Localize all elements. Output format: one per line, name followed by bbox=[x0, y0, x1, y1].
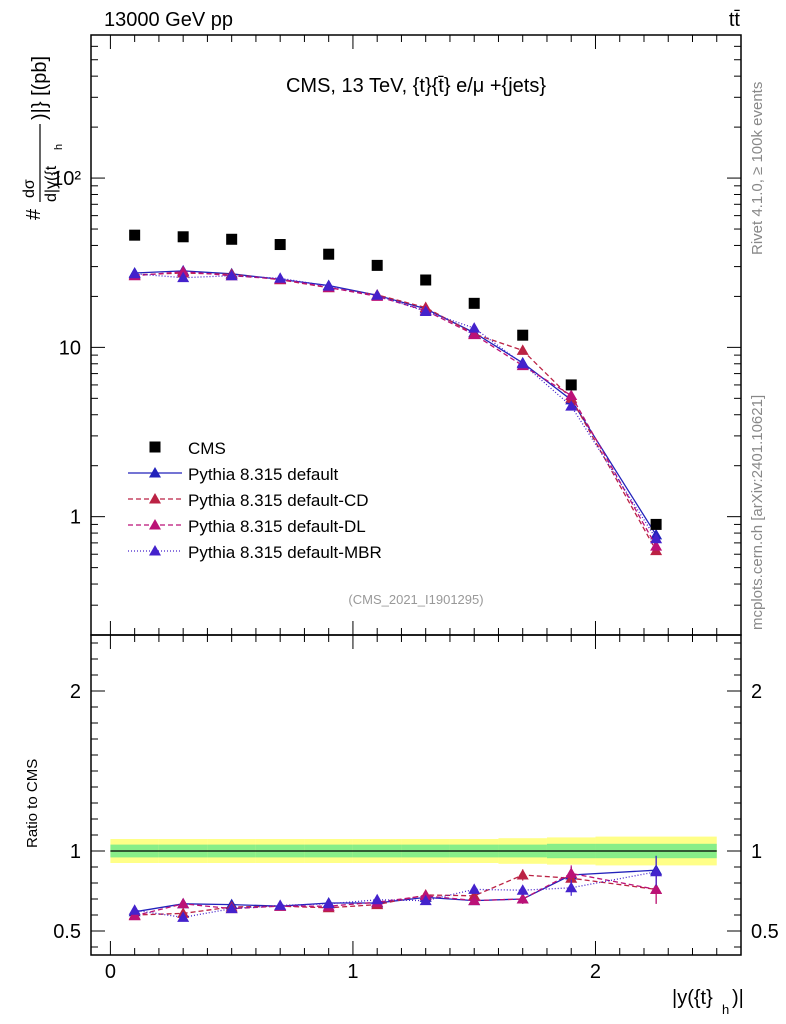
ratio-line bbox=[134, 871, 657, 919]
data-point bbox=[420, 274, 432, 286]
analysis-id: (CMS_2021_I1901295) bbox=[348, 592, 483, 607]
ratio-tick-label-right: 1 bbox=[751, 841, 762, 863]
ratio-point bbox=[468, 894, 481, 906]
x-tick-label: 0 bbox=[105, 961, 116, 983]
series-point bbox=[225, 269, 238, 281]
series-line bbox=[134, 273, 657, 540]
ratio-point bbox=[565, 867, 578, 878]
process-label: 13000 GeV pp bbox=[104, 9, 233, 31]
ratio-point bbox=[177, 911, 190, 922]
ratio-point bbox=[468, 883, 481, 894]
ratio-point bbox=[128, 909, 141, 921]
ratio-line bbox=[134, 869, 657, 913]
data-point bbox=[650, 518, 662, 530]
legend: CMS Pythia 8.315 default Pythia 8.315 defa… bbox=[128, 439, 382, 562]
svg-text:d|y({t: d|y({t bbox=[43, 165, 60, 202]
legend-marker bbox=[149, 493, 161, 504]
ratio-point bbox=[650, 865, 663, 877]
series-point bbox=[322, 280, 335, 291]
main-series bbox=[128, 229, 663, 556]
legend-marker bbox=[149, 467, 161, 478]
ratio-point bbox=[225, 902, 238, 914]
series-point bbox=[274, 272, 287, 283]
series-point bbox=[650, 540, 663, 551]
ratio-point bbox=[565, 881, 578, 893]
ratio-plot-frame bbox=[90, 634, 742, 956]
ratio-axes: 0.5 0.5 1 1 2 2 0 1 2 bbox=[53, 35, 779, 983]
svg-text:|y({t}: |y({t} bbox=[672, 987, 713, 1009]
ratio-point bbox=[650, 883, 663, 894]
legend-label: Pythia 8.315 default-CD bbox=[188, 491, 369, 510]
ratio-point bbox=[128, 904, 141, 915]
data-point bbox=[517, 329, 529, 341]
legend-marker bbox=[149, 545, 161, 556]
rivet-version-label: Rivet 4.1.0, ≥ 100k events bbox=[749, 82, 766, 255]
data-point bbox=[274, 239, 286, 251]
data-point bbox=[323, 248, 335, 260]
data-point bbox=[565, 379, 577, 391]
legend-label: Pythia 8.315 default bbox=[188, 465, 339, 484]
series-point bbox=[468, 328, 481, 340]
legend-marker-data bbox=[149, 441, 161, 453]
svg-text:)|} [(pb]: )|} [(pb] bbox=[29, 56, 51, 120]
ratio-point bbox=[516, 893, 529, 904]
ratio-point bbox=[371, 893, 384, 905]
chart-title: CMS, 13 TeV, {t}{t̄} e/μ +{jets} bbox=[286, 75, 546, 97]
mcplots-url-label: mcplots.cern.ch [arXiv:2401.10621] bbox=[749, 395, 766, 630]
uncertainty-bands bbox=[110, 836, 717, 866]
legend-label: Pythia 8.315 default-DL bbox=[188, 517, 366, 536]
svg-text:dσ: dσ bbox=[21, 179, 38, 198]
ratio-point bbox=[322, 897, 335, 909]
x-axis-label: |y({t} h )| bbox=[672, 987, 744, 1017]
y-tick-label: 1 bbox=[70, 507, 81, 529]
ratio-point bbox=[516, 884, 529, 895]
ratio-tick-label-right: 0.5 bbox=[751, 921, 779, 943]
legend-marker bbox=[149, 519, 161, 530]
series-point bbox=[468, 322, 481, 333]
ratio-point bbox=[516, 869, 529, 880]
ratio-line bbox=[134, 874, 657, 916]
series-point bbox=[516, 344, 529, 355]
ratio-point bbox=[274, 899, 287, 910]
series-point bbox=[177, 271, 190, 283]
series-point bbox=[650, 532, 663, 544]
y-axis-label: # dσ d|y({t h )|} [(pb] bbox=[21, 56, 65, 220]
svg-text:h: h bbox=[53, 144, 65, 150]
ratio-point bbox=[177, 897, 190, 909]
series-point bbox=[419, 305, 432, 316]
x-tick-label: 1 bbox=[347, 961, 358, 983]
ratio-tick-label-right: 2 bbox=[751, 681, 762, 703]
data-point bbox=[129, 229, 141, 241]
data-point bbox=[371, 259, 383, 271]
svg-text:#: # bbox=[23, 208, 45, 220]
ratio-tick-label: 2 bbox=[70, 681, 81, 703]
data-point bbox=[226, 233, 238, 245]
series-point bbox=[128, 267, 141, 279]
legend-label-data: CMS bbox=[188, 439, 226, 458]
data-point bbox=[468, 297, 480, 309]
legend-label: Pythia 8.315 default-MBR bbox=[188, 543, 382, 562]
main-axes: 1 10 10² bbox=[52, 34, 741, 636]
series-point bbox=[565, 400, 578, 411]
ratio-tick-label: 0.5 bbox=[53, 921, 81, 943]
ratio-tick-label: 1 bbox=[70, 841, 81, 863]
series-point bbox=[516, 357, 529, 369]
final-state-label: tt̄ bbox=[729, 9, 741, 31]
y-tick-label: 10² bbox=[52, 168, 81, 190]
ratio-line bbox=[134, 872, 657, 917]
svg-text:h: h bbox=[722, 1002, 729, 1017]
ratio-y-axis-label: Ratio to CMS bbox=[24, 759, 41, 848]
ratio-series bbox=[128, 855, 663, 922]
data-point bbox=[177, 231, 189, 243]
svg-text:)|: )| bbox=[732, 987, 744, 1009]
ratio-point bbox=[419, 894, 432, 906]
x-tick-label: 2 bbox=[590, 961, 601, 983]
series-point bbox=[371, 289, 384, 300]
series-point bbox=[177, 265, 190, 277]
y-tick-label: 10 bbox=[59, 337, 81, 359]
series-point bbox=[565, 389, 578, 400]
